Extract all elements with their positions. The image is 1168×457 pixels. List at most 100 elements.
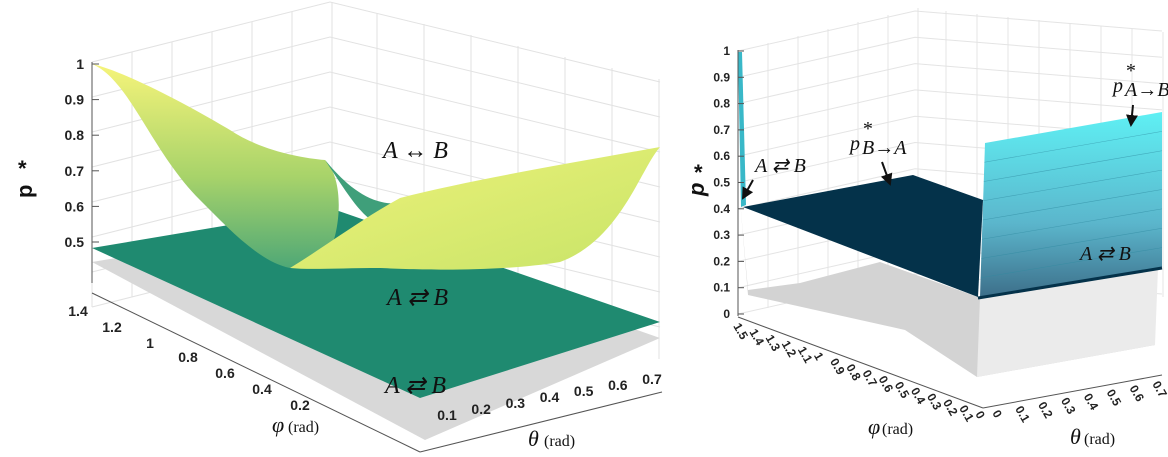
right-phi-tick-label: 1.4: [747, 326, 768, 348]
right-theta-tick-label: 0.6: [1127, 383, 1148, 405]
right-surface-b-to-a: [743, 175, 983, 297]
left-phi-tick-label: 1: [146, 335, 154, 351]
annotation-right-exchange: A ⇄ B: [1078, 243, 1131, 265]
right-phi-tick-label: 0.8: [843, 362, 864, 384]
right-theta-tick-label: 0.3: [1058, 395, 1079, 417]
left-theta-tick-label: 0.7: [642, 371, 662, 387]
right-zlabel-star: *: [694, 160, 703, 185]
left-theta-tick-label: 0.1: [437, 407, 457, 423]
right-phi-tick-label: 0: [972, 409, 988, 422]
right-surface-mesh-line: [981, 208, 1163, 240]
right-surface-mesh-line: [980, 247, 1163, 279]
right-z-tick-label: 1: [723, 44, 730, 58]
left-theta-tick-label: 0.6: [608, 377, 628, 393]
left-surface-bidirectional-back: [92, 64, 339, 268]
left-z-tick-label: 0.7: [65, 163, 85, 179]
right-phi-tick-label: 0.6: [876, 373, 897, 395]
left-surface-middle-plane: [92, 208, 660, 398]
right-grid-line: [737, 10, 1163, 52]
right-grid-line: [737, 36, 1163, 78]
annotation-a-exchange-lower: A ⇄ B: [383, 373, 446, 399]
annotation-a-exchange-upper: A ⇄ B: [385, 285, 448, 311]
annotation-p-a-to-b-sub: A→B: [1123, 79, 1168, 101]
right-phi-tick-label: 1.2: [779, 338, 800, 360]
right-phi-tick-label: 0.7: [859, 367, 880, 389]
left-z-tick-label: 0.8: [65, 127, 85, 143]
left-z-tick-label: 1: [76, 56, 84, 72]
right-phi-tick-label: 1.3: [763, 332, 784, 354]
left-theta-tick-label: 0.3: [506, 395, 526, 411]
left-phi-symbol: φ: [272, 412, 284, 437]
right-z-tick-label: 0.4: [713, 202, 730, 216]
right-theta-tick-label: 0.4: [1081, 391, 1102, 413]
annotation-p-b-to-a-sub: B→A: [862, 137, 907, 159]
right-phi-tick-label: 0.1: [956, 403, 977, 425]
left-theta-tick-label: 0.5: [574, 383, 594, 399]
right-phi-tick-label: 1.5: [730, 321, 751, 343]
annotation-p-a-to-b-star: *: [1125, 60, 1135, 82]
left-phi-tick-label: 0.6: [215, 365, 235, 381]
right-z-tick-label: 0.6: [713, 149, 730, 163]
right-phi-symbol: φ: [868, 414, 880, 439]
right-theta-symbol: θ: [1070, 424, 1081, 449]
left-surface-bidirectional-front: [290, 147, 660, 270]
right-z-tick-label: 0.2: [713, 254, 730, 268]
left-phi-axis: [91, 292, 421, 453]
annotation-p-b-to-a-star: *: [862, 118, 872, 140]
right-theta-tick-label: 0: [989, 408, 1005, 421]
left-grid-line: [91, 1, 661, 83]
right-z-tick-label: 0.3: [713, 228, 730, 242]
left-phi-unit: (rad): [288, 419, 319, 436]
right-phi-tick-label: 0.9: [827, 356, 848, 378]
right-surface-mesh-line: [984, 131, 1163, 163]
right-phi-axis: [737, 316, 984, 409]
right-grid-line: [737, 89, 1163, 131]
left-z-tick-label: 0.6: [65, 198, 85, 214]
right-z-tick-label: 0.8: [713, 97, 730, 111]
right-z-tick-label: 0: [723, 307, 730, 321]
right-surface-mesh-line: [983, 169, 1163, 202]
right-z-tick-label: 0.5: [713, 176, 730, 190]
left-phi-tick-label: 0.4: [252, 381, 272, 397]
left-phi-tick-label: 0.2: [290, 397, 310, 413]
left-zlabel-star: *: [18, 156, 27, 181]
right-phi-tick-label: 0.4: [908, 385, 929, 407]
right-surface-grey-front: [977, 268, 1158, 377]
right-theta-unit: (rad): [1084, 431, 1115, 448]
right-theta-tick-label: 0.5: [1104, 387, 1125, 409]
right-surface-b-to-a-edge: [977, 266, 1163, 300]
right-surface-mesh-line: [982, 189, 1163, 221]
left-z-tick-label: 0.5: [65, 234, 85, 250]
right-theta-tick-label: 0.7: [1149, 379, 1168, 401]
left-theta-tick-label: 0.4: [540, 389, 560, 405]
annotation-left-exchange: A ⇄ B: [753, 155, 806, 177]
right-zlabel: p: [684, 183, 709, 197]
right-z-tick-label: 0.7: [713, 123, 730, 137]
left-phi-tick-label: 1.4: [68, 303, 88, 319]
left-phi-tick-label: 1.2: [102, 319, 122, 335]
right-phi-tick-label: 0.3: [924, 391, 945, 413]
annotation-p-b-to-a: p: [848, 133, 860, 155]
left-theta-axis: [419, 391, 663, 453]
annotation-arrow-a-to-b: [1126, 104, 1138, 127]
annotation-a-bidirectional: A ↔ B: [381, 138, 448, 164]
right-z-tick-label: 0.1: [713, 281, 730, 295]
left-theta-tick-label: 0.2: [471, 401, 491, 417]
annotation-p-a-to-b: p: [1111, 75, 1123, 97]
annotation-arrow-b-to-a: [880, 161, 893, 186]
annotation-arrow-left: [742, 179, 754, 200]
right-phi-tick-label: 0.2: [940, 397, 961, 419]
right-grid-line: [737, 63, 1163, 105]
right-phi-tick-label: 0.5: [892, 379, 913, 401]
left-z-tick-label: 0.9: [65, 92, 85, 108]
left-grid-line: [91, 36, 661, 118]
right-surface-mesh-line: [983, 150, 1163, 182]
right-phi-unit: (rad): [882, 421, 913, 438]
left-theta-unit: (rad): [544, 433, 575, 450]
left-zlabel: p: [12, 185, 37, 198]
right-surface-mesh-line: [981, 227, 1163, 259]
right-z-tick-label: 0.9: [713, 70, 730, 84]
surfaces: [92, 52, 1163, 440]
